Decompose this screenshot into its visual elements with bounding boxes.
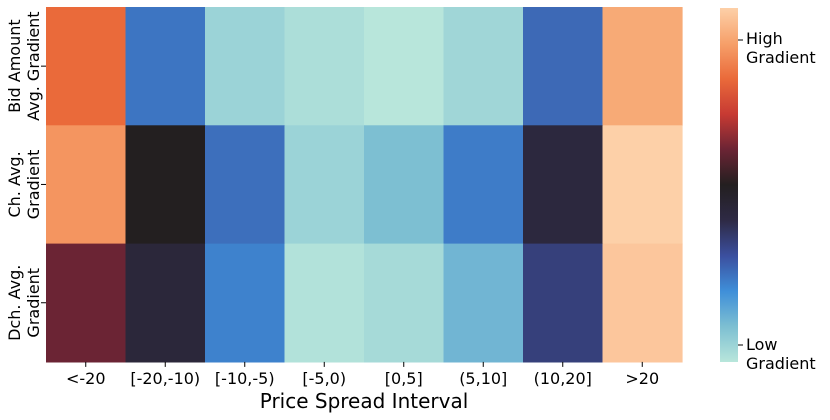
x-tick-labels: <-20 [-20,-10) [-10,-5) [-5,0) [0,5] (5,10] (1… bbox=[66, 361, 659, 388]
colorbar-low-line1: Low bbox=[746, 335, 778, 354]
heatmap-cell-r2-c2 bbox=[205, 243, 286, 363]
x-tick-label: [-5,0) bbox=[302, 369, 346, 388]
y-tick-label-line: Avg. Gradient bbox=[24, 11, 43, 120]
heatmap-cell-r1-c4 bbox=[364, 125, 445, 245]
colorbar-high-line2: Gradient bbox=[746, 48, 816, 67]
colorbar-gradient bbox=[720, 8, 738, 362]
colorbar-high-label: High Gradient bbox=[746, 29, 816, 67]
y-tick-label-line: Ch. Avg. bbox=[5, 151, 24, 217]
heatmap-cell-r1-c0 bbox=[46, 125, 127, 245]
heatmap-cell-r0-c5 bbox=[443, 7, 524, 126]
colorbar-low-line2: Gradient bbox=[746, 354, 816, 373]
heatmap-cell-r1-c1 bbox=[125, 125, 206, 245]
y-tick-label-line: Gradient bbox=[24, 268, 43, 338]
colorbar-high-line1: High bbox=[746, 29, 783, 48]
y-tick-label: Dch. Avg.Gradient bbox=[5, 265, 43, 341]
heatmap-cell-r2-c3 bbox=[284, 243, 365, 363]
heatmap-cell-r0-c6 bbox=[523, 7, 604, 126]
heatmap-cell-r0-c4 bbox=[364, 7, 445, 126]
heatmap-cell-r2-c0 bbox=[46, 243, 127, 363]
y-tick-label: Ch. Avg.Gradient bbox=[5, 150, 43, 220]
y-tick-label-line: Bid Amount bbox=[5, 19, 24, 113]
x-tick-label: >20 bbox=[625, 369, 659, 388]
x-axis-label: Price Spread Interval bbox=[260, 389, 469, 413]
y-tick-label-line: Dch. Avg. bbox=[5, 265, 24, 341]
heatmap-cell-r2-c4 bbox=[364, 243, 445, 363]
heatmap-cell-r2-c5 bbox=[443, 243, 524, 363]
x-tick-label: [-20,-10) bbox=[130, 369, 200, 388]
heatmap-cell-r1-c7 bbox=[602, 125, 683, 245]
heatmap-cell-r2-c6 bbox=[523, 243, 604, 363]
heatmap-cell-r1-c6 bbox=[523, 125, 604, 245]
heatmap-cell-r1-c2 bbox=[205, 125, 286, 245]
heatmap-cell-r1-c5 bbox=[443, 125, 524, 245]
x-tick-label: [-10,-5) bbox=[215, 369, 275, 388]
heatmap-cell-r0-c0 bbox=[46, 7, 127, 126]
heatmap-cells bbox=[46, 7, 683, 363]
x-tick-label: (5,10] bbox=[459, 369, 507, 388]
heatmap-cell-r0-c1 bbox=[125, 7, 206, 126]
heatmap-cell-r2-c7 bbox=[602, 243, 683, 363]
colorbar-low-label: Low Gradient bbox=[746, 335, 816, 373]
heatmap-cell-r0-c3 bbox=[284, 7, 365, 126]
heatmap-cell-r2-c1 bbox=[125, 243, 206, 363]
x-tick-label: <-20 bbox=[66, 369, 106, 388]
heatmap-cell-r0-c7 bbox=[602, 7, 683, 126]
y-tick-label: Bid AmountAvg. Gradient bbox=[5, 11, 43, 120]
x-tick-label: [0,5] bbox=[385, 369, 423, 388]
colorbar: High Gradient Low Gradient bbox=[720, 8, 816, 373]
heatmap-cell-r1-c3 bbox=[284, 125, 365, 245]
y-tick-label-line: Gradient bbox=[24, 150, 43, 220]
heatmap-cell-r0-c2 bbox=[205, 7, 286, 126]
x-tick-label: (10,20] bbox=[534, 369, 592, 388]
